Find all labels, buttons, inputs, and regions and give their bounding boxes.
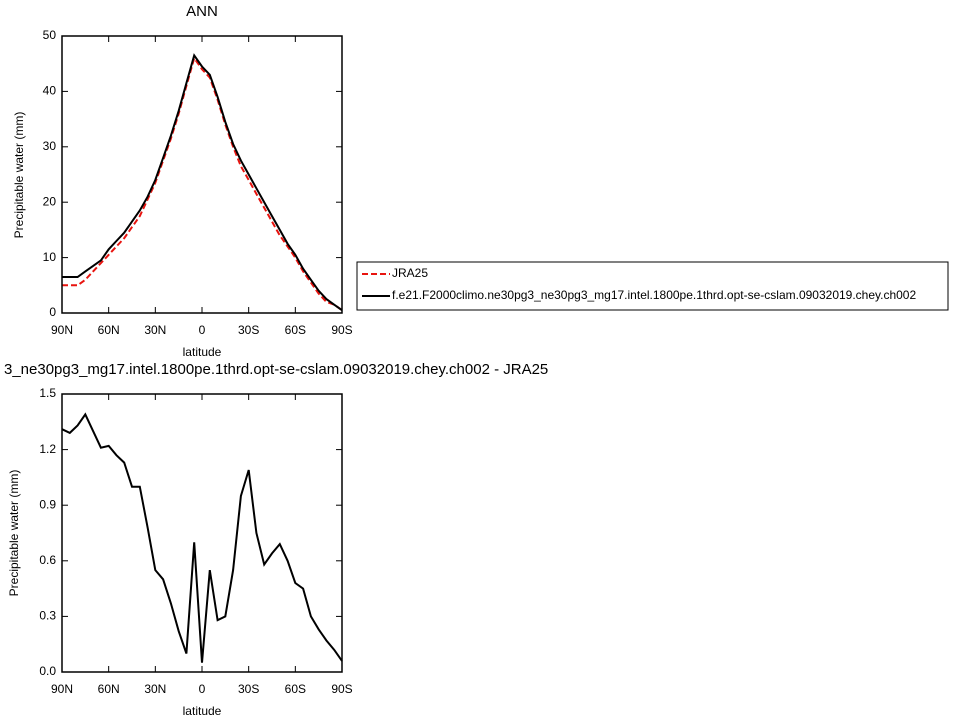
y-tick-label: 0.9 <box>39 497 56 511</box>
x-axis-label: latitude <box>183 704 222 718</box>
y-tick-label: 0.0 <box>39 664 56 678</box>
y-tick-label: 30 <box>43 139 57 153</box>
y-axis-label: Precipitable water (mm) <box>12 112 26 239</box>
data-line <box>62 55 343 312</box>
x-tick-label: 0 <box>199 682 206 696</box>
x-tick-label: 90S <box>331 682 352 696</box>
x-tick-label: 60S <box>285 323 306 337</box>
chart-title: 3_ne30pg3_mg17.intel.1800pe.1thrd.opt-se… <box>4 361 548 378</box>
legend-box <box>356 261 949 311</box>
data-line <box>62 53 343 312</box>
x-tick-label: 30S <box>238 682 259 696</box>
y-tick-label: 10 <box>43 250 57 264</box>
x-tick-label: 30N <box>144 682 166 696</box>
chart-title: ANN <box>186 3 218 20</box>
y-tick-label: 50 <box>43 28 57 42</box>
y-tick-label: 20 <box>43 194 57 208</box>
y-tick-label: 0 <box>49 305 56 319</box>
x-tick-label: 90N <box>51 682 73 696</box>
x-tick-label: 90S <box>331 323 352 337</box>
plot-frame <box>61 393 343 673</box>
y-axis-label: Precipitable water (mm) <box>7 470 21 597</box>
x-tick-label: 0 <box>199 323 206 337</box>
x-tick-label: 60N <box>98 682 120 696</box>
x-tick-label: 30N <box>144 323 166 337</box>
data-line <box>61 412 343 663</box>
y-tick-label: 1.5 <box>39 386 56 400</box>
legend-label: JRA25 <box>392 266 428 280</box>
legend-label: f.e21.F2000climo.ne30pg3_ne30pg3_mg17.in… <box>392 288 916 302</box>
x-tick-label: 30S <box>238 323 259 337</box>
x-tick-label: 60S <box>285 682 306 696</box>
x-tick-label: 60N <box>98 323 120 337</box>
y-tick-label: 1.2 <box>39 442 56 456</box>
y-tick-label: 0.6 <box>39 553 56 567</box>
plot-frame <box>61 35 343 314</box>
x-axis-label: latitude <box>183 345 222 359</box>
x-tick-label: 90N <box>51 323 73 337</box>
y-tick-label: 0.3 <box>39 609 56 623</box>
y-tick-label: 40 <box>43 84 57 98</box>
